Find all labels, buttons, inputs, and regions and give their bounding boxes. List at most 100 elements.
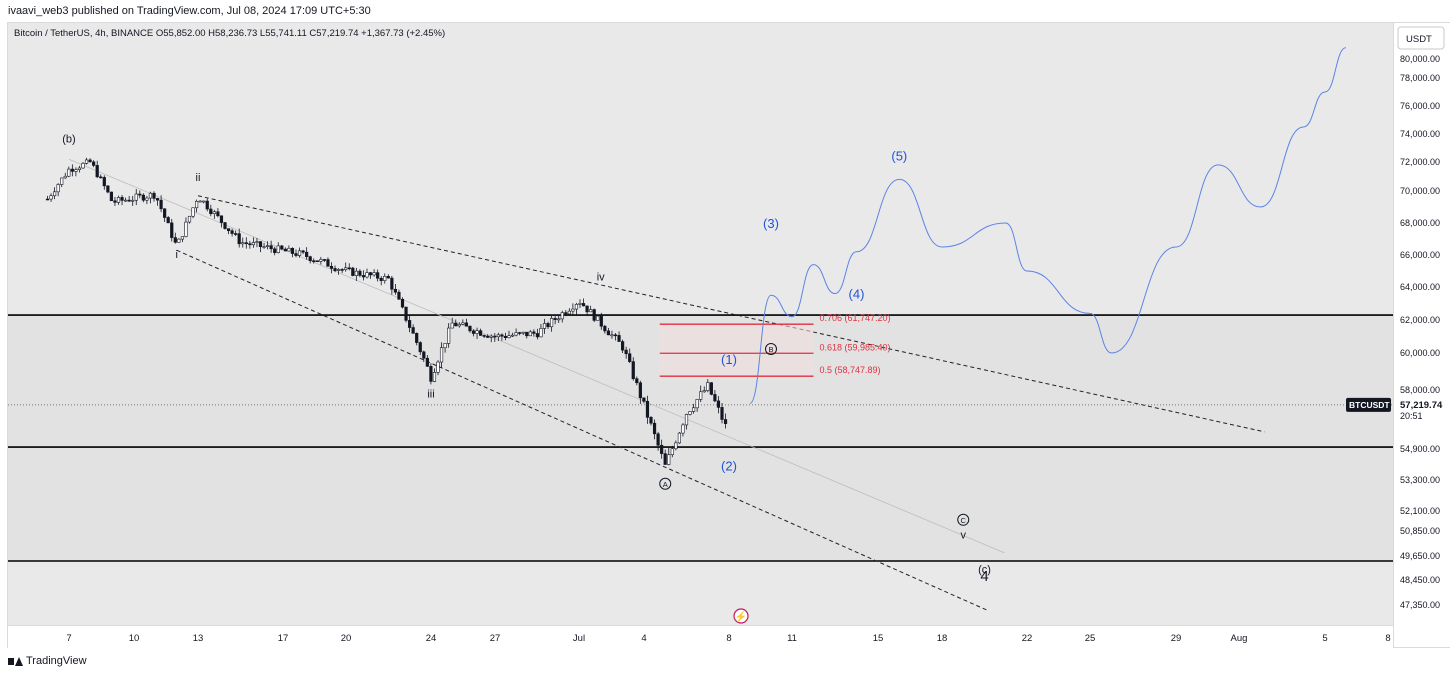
price-scale[interactable]: USDT 80,000.00 78,000.00 76,000.00 74,000.00… bbox=[1393, 23, 1450, 647]
candle-body-41 bbox=[191, 207, 195, 217]
wave-label-8: v bbox=[961, 529, 967, 541]
price-scale-svg: USDT 80,000.00 78,000.00 76,000.00 74,000.00… bbox=[1394, 26, 1450, 610]
candle-body-43 bbox=[198, 200, 202, 203]
candle-body-1 bbox=[49, 195, 53, 200]
candle-body-24 bbox=[131, 199, 135, 202]
y-tick-label: 70,000.00 bbox=[1400, 186, 1440, 196]
last-price-value: 57,219.74 bbox=[1400, 400, 1443, 411]
candle-body-54 bbox=[237, 233, 241, 245]
candle-body-155 bbox=[596, 315, 600, 321]
candle-body-96 bbox=[386, 276, 390, 279]
candle-body-59 bbox=[255, 241, 259, 243]
candle-body-69 bbox=[290, 247, 295, 254]
candle-body-109 bbox=[432, 372, 437, 382]
candle-body-42 bbox=[195, 201, 199, 209]
channel-upper-line bbox=[197, 195, 1265, 433]
events-lightning-glyph: ⚡ bbox=[735, 610, 747, 623]
time-scale-svg: 7 10 13 17 20 24 27 Jul 4 8 11 15 18 22 25 29 Aug 5 8 bbox=[66, 633, 1390, 644]
ohlc-close: C57,219.74 bbox=[309, 28, 359, 39]
candle-body-20 bbox=[116, 197, 121, 203]
candle-body-21 bbox=[120, 197, 124, 201]
wave-label-1: ii bbox=[196, 172, 201, 184]
x-tick-label: 18 bbox=[937, 633, 948, 644]
candle-body-86 bbox=[351, 267, 355, 276]
wave-label-12: (2) bbox=[721, 458, 737, 473]
candle-body-150 bbox=[578, 303, 582, 305]
candle-body-6 bbox=[67, 168, 71, 177]
y-tick-label: 60,000.00 bbox=[1400, 348, 1440, 358]
candle-body-133 bbox=[518, 332, 522, 334]
candle-body-117 bbox=[461, 322, 465, 325]
currency-label: USDT bbox=[1406, 34, 1432, 45]
price-change: +1,367.73 (+2.45%) bbox=[361, 28, 446, 39]
candle-body-13 bbox=[92, 161, 96, 166]
candle-body-100 bbox=[400, 298, 405, 308]
candle-body-36 bbox=[173, 237, 177, 243]
wave-label-5: A bbox=[663, 480, 668, 489]
candle-body-177 bbox=[674, 442, 678, 450]
candle-body-180 bbox=[684, 414, 689, 426]
candle-body-53 bbox=[234, 233, 238, 235]
tradingview-brand: TradingView bbox=[26, 655, 87, 667]
y-tick-label: 54,900.00 bbox=[1400, 444, 1440, 454]
wave-label-2: i bbox=[175, 249, 177, 261]
y-tick-label: 49,650.00 bbox=[1400, 551, 1440, 561]
candle-body-91 bbox=[368, 272, 373, 276]
candle-body-38 bbox=[180, 236, 185, 240]
candle-body-173 bbox=[660, 444, 664, 454]
candle-body-128 bbox=[500, 334, 504, 337]
plot-area[interactable]: 0.706 (61,747.20) 0.618 (59,985.40) 0.5 (5… bbox=[8, 23, 1393, 647]
candle-body-66 bbox=[280, 245, 284, 250]
candle-body-140 bbox=[542, 323, 547, 329]
wave-label-11: (1) bbox=[721, 352, 737, 367]
chart-svg[interactable]: 0.706 (61,747.20) 0.618 (59,985.40) 0.5 (5… bbox=[8, 23, 1393, 625]
publisher-line: ivaavi_web3 published on TradingView.com… bbox=[8, 5, 371, 17]
x-tick-label: 8 bbox=[1385, 633, 1390, 644]
currency-box bbox=[1397, 26, 1445, 50]
candle-body-107 bbox=[425, 357, 429, 367]
candle-body-162 bbox=[620, 341, 625, 351]
candle-body-111 bbox=[439, 347, 444, 363]
candle-body-73 bbox=[305, 251, 309, 257]
wave-label-ring-5 bbox=[659, 477, 672, 490]
chart-frame[interactable]: 0.706 (61,747.20) 0.618 (59,985.40) 0.5 (5… bbox=[7, 22, 1450, 648]
candle-body-131 bbox=[510, 334, 515, 337]
tradingview-logo[interactable]: TradingView bbox=[8, 655, 87, 667]
candle-body-56 bbox=[244, 242, 248, 245]
y-tick-label: 47,350.00 bbox=[1400, 600, 1440, 610]
candle-body-29 bbox=[148, 192, 153, 199]
x-tick-label: Jul bbox=[573, 633, 585, 644]
fib-level-label-3: 0.5 (58,747.89) bbox=[820, 365, 881, 375]
candle-body-22 bbox=[124, 199, 128, 202]
wave-label-3: iii bbox=[427, 389, 434, 401]
candle-body-65 bbox=[276, 245, 280, 253]
candle-body-176 bbox=[670, 448, 674, 456]
candle-body-191 bbox=[723, 419, 728, 424]
candle-body-79 bbox=[326, 259, 330, 267]
ticker-tag bbox=[1346, 397, 1391, 412]
candle-body-161 bbox=[617, 335, 621, 342]
candle-body-135 bbox=[525, 331, 529, 337]
countdown-value: 20:51 bbox=[1400, 411, 1423, 421]
time-scale[interactable]: 7 10 13 17 20 24 27 Jul 4 8 11 15 18 22 25 29 Aug 5 8 bbox=[8, 625, 1393, 648]
candle-body-163 bbox=[624, 349, 628, 355]
candle-body-5 bbox=[63, 175, 67, 179]
candle-body-125 bbox=[489, 335, 493, 338]
y-tick-label: 74,000.00 bbox=[1400, 129, 1440, 139]
candle-body-50 bbox=[223, 222, 227, 229]
candle-body-7 bbox=[70, 168, 74, 172]
y-tick-label: 52,100.00 bbox=[1400, 506, 1440, 516]
candle-body-67 bbox=[283, 248, 287, 252]
candle-body-139 bbox=[539, 328, 543, 338]
candle-body-88 bbox=[358, 270, 362, 276]
candle-body-14 bbox=[95, 165, 99, 178]
candle-body-174 bbox=[663, 453, 667, 465]
candle-body-83 bbox=[340, 269, 344, 271]
ticker-tag-label: BTCUSDT bbox=[1349, 400, 1390, 410]
candle-body-183 bbox=[695, 399, 699, 409]
candle-body-4 bbox=[60, 177, 64, 185]
candle-body-51 bbox=[226, 228, 231, 232]
candle-body-78 bbox=[322, 259, 327, 261]
symbol-name[interactable]: Bitcoin / TetherUS, 4h, BINANCE bbox=[14, 28, 154, 39]
x-tick-label: 8 bbox=[726, 633, 731, 644]
